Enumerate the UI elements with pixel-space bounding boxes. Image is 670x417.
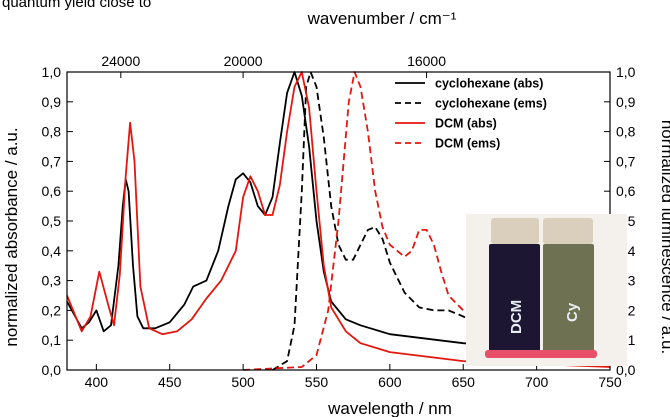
x2-tick-label: 24000 xyxy=(101,53,140,69)
legend-label: cyclohexane (ems) xyxy=(435,97,547,111)
y-tick-label: 0,1 xyxy=(42,332,62,348)
y-tick-label: 0,9 xyxy=(42,94,62,110)
vial-left xyxy=(489,244,540,357)
inset-photo: DCM Cy xyxy=(466,214,627,366)
y-tick-label: 0,8 xyxy=(42,124,62,140)
vial-right xyxy=(543,244,594,357)
y-tick-label: 0,7 xyxy=(42,153,62,169)
vial-right-label: Cy xyxy=(564,302,581,322)
series-layer xyxy=(66,71,611,371)
x-axis-title: wavelength / nm xyxy=(327,399,452,417)
legend-label: DCM (abs) xyxy=(435,117,497,131)
y2-axis-title: normalized luminescence / a.u. xyxy=(658,120,670,354)
series-line-cyclohexane-ems xyxy=(272,71,611,371)
x-tick-label: 700 xyxy=(525,374,549,390)
y-tick-label: 1,0 xyxy=(42,64,62,80)
legend-label: cyclohexane (abs) xyxy=(435,77,543,91)
x2-tick-label: 20000 xyxy=(224,53,263,69)
vial-left-cap xyxy=(491,218,539,244)
y-tick-label: 0,6 xyxy=(42,183,62,199)
x-tick-label: 550 xyxy=(305,374,329,390)
top-cut-text: quantum yield close to xyxy=(2,0,152,11)
y-axis-title: normalized absorbance / a.u. xyxy=(2,127,21,346)
x-tick-label: 400 xyxy=(85,374,109,390)
vial-left-label: DCM xyxy=(508,300,525,334)
top-axis-title: wavenumber / cm⁻¹ xyxy=(307,9,457,28)
legend: cyclohexane (abs) cyclohexane (ems) DCM (a… xyxy=(395,77,547,151)
y2-tick-label: 0,8 xyxy=(616,124,636,140)
y-tick-label: 0,0 xyxy=(42,362,62,378)
y2-tick-label: 1,0 xyxy=(616,64,636,80)
x-tick-label: 750 xyxy=(598,374,622,390)
vial-right-cap xyxy=(543,218,593,244)
y-tick-label: 0,4 xyxy=(42,243,62,259)
y-tick-label: 0,2 xyxy=(42,302,62,318)
legend-label: DCM (ems) xyxy=(435,137,500,151)
x-tick-label: 650 xyxy=(452,374,476,390)
y-tick-label: 0,3 xyxy=(42,273,62,289)
x2-tick-label: 16000 xyxy=(407,53,446,69)
y2-tick-label: 0,6 xyxy=(616,183,636,199)
y2-tick-label: 0,7 xyxy=(616,153,636,169)
vial-glow xyxy=(485,350,597,358)
ticks: 400 450 500 550 600 650 700 750 24000 20000 16000 0… xyxy=(42,53,636,390)
series-line-dcm-ems xyxy=(243,71,611,371)
x-tick-label: 600 xyxy=(378,374,402,390)
series-line-dcm-abs xyxy=(66,71,611,368)
x-tick-label: 450 xyxy=(158,374,182,390)
x-tick-label: 500 xyxy=(231,374,255,390)
y2-tick-label: 0,9 xyxy=(616,94,636,110)
y-tick-label: 0,5 xyxy=(42,213,62,229)
